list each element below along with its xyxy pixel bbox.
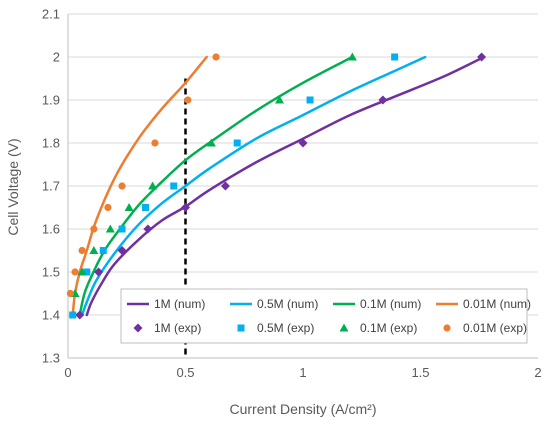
data-point [69, 311, 77, 319]
legend-swatch [237, 324, 245, 332]
legend: 1M (num) 0.5M (num) 0.1M (num) 0.01M (num) 1… [120, 288, 531, 344]
data-point [78, 246, 86, 255]
data-point [94, 267, 104, 277]
y-tick-label: 2.1 [42, 7, 60, 22]
data-point [184, 96, 192, 104]
legend-label: 0.01M (exp) [463, 321, 527, 335]
data-point [298, 138, 308, 148]
legend-label: 0.1M (exp) [360, 321, 417, 335]
data-point [233, 139, 241, 147]
y-tick-label: 1.4 [42, 308, 60, 323]
data-point [66, 289, 74, 298]
legend-label: 0.1M (num) [360, 297, 421, 311]
x-tick-label: 1.5 [411, 365, 429, 380]
series-0 [85, 55, 486, 317]
legend-label: 0.5M (num) [257, 297, 318, 311]
data-point [391, 53, 399, 61]
data-point [99, 247, 107, 254]
y-tick-label: 1.8 [42, 136, 60, 151]
data-point [77, 267, 87, 276]
data-point [378, 95, 388, 105]
grid-lines [68, 13, 538, 316]
data-point [181, 203, 190, 212]
data-point [83, 268, 91, 276]
series-7 [66, 53, 220, 298]
data-point [143, 224, 153, 234]
data-point [142, 204, 150, 211]
data-point [206, 138, 216, 147]
legend-label: 1M (num) [154, 297, 205, 311]
y-tick-label: 1.5 [42, 265, 60, 280]
legend-label: 1M (exp) [154, 321, 201, 335]
legend-swatch [133, 323, 143, 333]
y-tick-label: 1.7 [42, 179, 60, 194]
series-4 [75, 52, 487, 320]
y-tick-label: 2 [53, 50, 60, 65]
legend-swatch [339, 323, 349, 332]
data-point [89, 246, 99, 254]
data-point [151, 139, 159, 147]
data-point [104, 203, 112, 212]
y-tick-label: 1.3 [42, 351, 60, 366]
tick-labels: 1.3 1.4 1.5 1.6 1.7 1.8 1.9 2 2.1 0 0.5 1 1.5 2 [42, 7, 542, 381]
legend-label: 0.01M (num) [463, 297, 531, 311]
x-tick-label: 1 [299, 365, 306, 380]
data-point [75, 310, 85, 320]
data-point [105, 224, 115, 233]
x-axis-title: Current Density (A/cm²) [229, 401, 376, 417]
data-point [212, 53, 220, 61]
data-point [71, 268, 79, 276]
data-point [124, 203, 134, 211]
series-line [85, 55, 486, 317]
series-1 [80, 55, 427, 317]
data-point [220, 181, 230, 191]
series-group [66, 52, 487, 320]
x-tick-label: 0 [64, 365, 71, 380]
legend-box [120, 288, 528, 344]
series-2 [78, 55, 354, 317]
x-tick-label: 2 [534, 365, 541, 380]
data-point [90, 225, 98, 233]
series-line [80, 55, 427, 317]
x-tick-label: 0.5 [176, 365, 194, 380]
data-point [347, 52, 357, 61]
data-point [118, 182, 126, 190]
legend-label: 0.5M (exp) [257, 321, 314, 335]
series-3 [71, 55, 208, 317]
data-point [306, 96, 314, 104]
series-line [78, 55, 354, 317]
y-tick-label: 1.6 [42, 222, 60, 237]
legend-swatch [443, 324, 451, 332]
data-point [148, 181, 158, 190]
series-line [71, 55, 208, 317]
series-5 [69, 53, 399, 319]
y-axis-title: Cell Voltage (V) [5, 138, 21, 235]
data-point [170, 182, 178, 190]
data-point [275, 95, 284, 104]
axes [67, 14, 538, 359]
data-point [117, 246, 127, 255]
y-tick-label: 1.9 [42, 93, 60, 108]
data-point [118, 225, 126, 233]
data-point [477, 52, 487, 62]
series-6 [70, 52, 357, 297]
